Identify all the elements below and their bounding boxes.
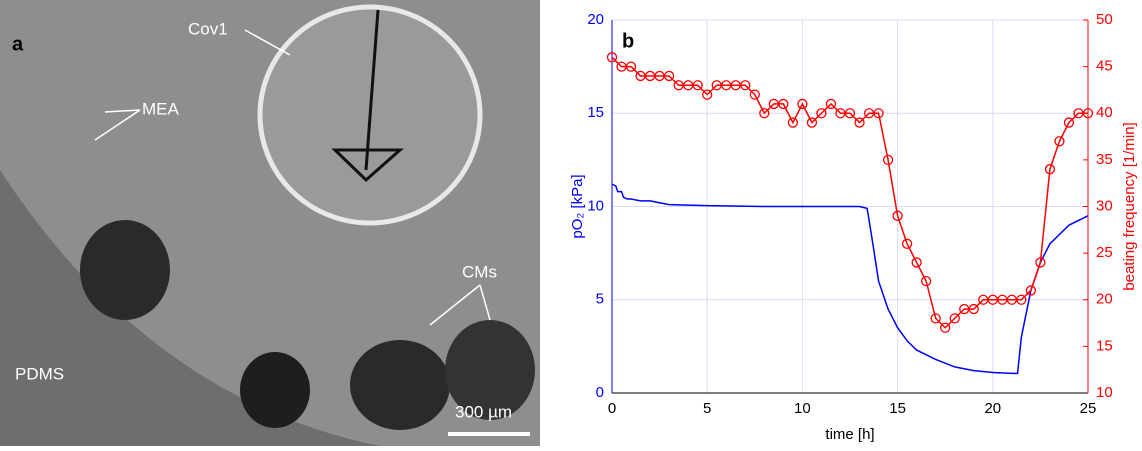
marker — [901, 238, 913, 249]
marker — [873, 108, 884, 119]
y2-axis-label: beating frequency [1/min] — [1121, 122, 1138, 290]
marker — [692, 80, 703, 91]
marker — [921, 275, 932, 287]
y2-tick-label: 30 — [1096, 197, 1113, 214]
marker — [606, 52, 618, 63]
marker — [749, 89, 760, 100]
y-tick-label: 10 — [587, 197, 604, 214]
marker — [968, 303, 979, 315]
series-line — [611, 183, 1089, 375]
cm-cluster — [80, 220, 170, 320]
arrow-head — [331, 148, 404, 183]
x-tick-label: 10 — [794, 400, 811, 417]
scale-bar — [448, 432, 530, 436]
y-tick-label: 15 — [587, 104, 604, 121]
y-axis-label: pO₂ [kPa] — [569, 174, 586, 238]
marker — [844, 108, 856, 119]
pdms-region — [0, 170, 380, 446]
marker — [787, 117, 799, 128]
series-line — [611, 56, 1088, 329]
y2-tick-label: 15 — [1096, 337, 1113, 354]
marker — [1025, 285, 1037, 296]
y2-tick-label: 35 — [1096, 151, 1113, 168]
marker — [625, 61, 637, 72]
x-axis-label: time [h] — [825, 426, 874, 443]
marker — [825, 98, 837, 110]
y2-tick-label: 20 — [1096, 291, 1113, 308]
marker — [911, 257, 922, 268]
y2-tick-label: 25 — [1096, 244, 1113, 261]
marker — [854, 117, 865, 128]
marker — [778, 98, 789, 110]
y2-tick-label: 45 — [1096, 58, 1113, 75]
marker — [930, 313, 941, 324]
marker — [806, 117, 818, 128]
x-tick-label: 20 — [984, 400, 1001, 417]
marker — [797, 98, 808, 110]
arrow — [364, 9, 380, 171]
y2-tick-label: 40 — [1096, 104, 1113, 121]
marker — [740, 80, 751, 91]
marker — [882, 154, 894, 166]
marker — [892, 210, 903, 221]
marker — [759, 108, 770, 119]
y-tick-label: 0 — [596, 384, 604, 401]
scale-label: 300 µm — [455, 402, 512, 421]
x-tick-label: 25 — [1080, 400, 1097, 417]
cm-cluster — [240, 352, 310, 428]
y2-tick-label: 50 — [1096, 11, 1113, 28]
marker — [1035, 257, 1046, 268]
marker — [949, 313, 960, 324]
marker — [1082, 108, 1094, 119]
marker — [1054, 136, 1065, 147]
label: CMs — [462, 262, 497, 281]
cm-cluster — [350, 340, 450, 430]
marker — [702, 89, 713, 100]
micrograph: a Cov1 MEA CMs PDMS 300 µm — [0, 0, 540, 446]
panel-letter: a — [12, 33, 24, 55]
y2-tick-label: 10 — [1096, 384, 1113, 401]
label: PDMS — [15, 364, 64, 383]
x-tick-label: 5 — [703, 400, 711, 417]
cm-cluster — [445, 320, 535, 420]
panel-letter: b — [622, 30, 634, 52]
annotation-arrows — [94, 29, 491, 326]
marker — [816, 108, 827, 119]
marker — [1016, 294, 1027, 305]
marker — [1044, 164, 1056, 175]
marker — [940, 322, 951, 333]
marker — [663, 70, 675, 82]
x-tick-label: 15 — [889, 400, 906, 417]
marker — [1063, 117, 1075, 128]
label: MEA — [142, 99, 180, 118]
y-tick-label: 5 — [596, 291, 604, 308]
y-tick-label: 20 — [587, 11, 604, 28]
label: Cov1 — [188, 19, 228, 38]
x-tick-label: 0 — [608, 400, 616, 417]
